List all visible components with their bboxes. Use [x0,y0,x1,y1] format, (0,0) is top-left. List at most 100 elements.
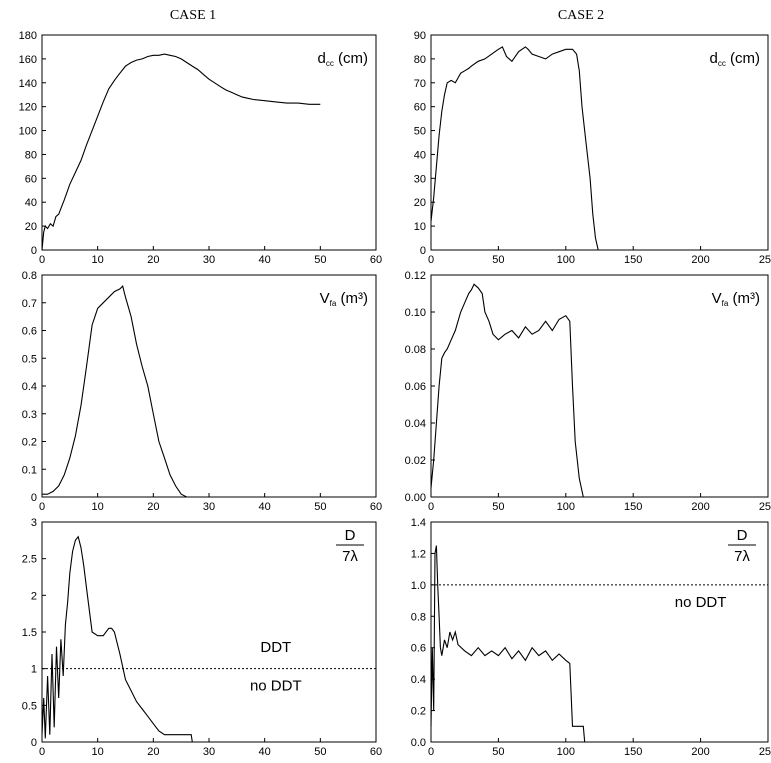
annotation: no DDT [675,594,727,611]
y-tick-label: 40 [414,149,426,161]
x-tick-label: 100 [557,254,575,266]
y-tick-label: 1 [31,664,37,676]
y-tick-label: 0.4 [22,381,37,393]
x-tick-label: 0 [428,501,434,513]
series-line [42,285,321,498]
y-tick-label: 3 [31,517,37,529]
annotation: DDT [260,639,291,656]
y-tick-label: 0.5 [22,353,37,365]
panel-label-numerator: D [737,527,748,544]
x-tick-label: 100 [557,501,575,513]
plot-frame [430,521,769,743]
y-tick-label: 0.2 [22,437,37,449]
y-tick-label: 80 [414,54,426,66]
y-tick-label: 0.6 [411,643,426,655]
y-tick-label: 120 [19,102,37,114]
y-tick-label: 60 [25,173,37,185]
x-tick-label: 150 [624,254,642,266]
x-tick-label: 150 [624,746,642,758]
y-tick-label: 0.1 [22,464,37,476]
x-tick-label: 50 [492,501,504,513]
x-tick-label: 0 [39,254,45,266]
y-tick-label: 0.0 [411,737,426,749]
series-line [430,46,701,251]
x-tick-label: 30 [203,501,215,513]
x-tick-label: 200 [691,501,709,513]
chart-panels: 0 10 20 30 40 50 60020406080100120140160180dcc… [19,30,771,758]
x-tick-label: 30 [203,746,215,758]
y-tick-label: 2.5 [22,554,37,566]
x-tick-label: 250 [759,746,771,758]
panel-label-denominator: 7λ [734,548,750,565]
panel-label-numerator: D [345,527,356,544]
x-tick-label: 20 [147,501,159,513]
x-tick-label: 50 [492,254,504,266]
y-tick-label: 50 [414,126,426,138]
y-tick-label: 100 [19,126,37,138]
y-tick-label: 0 [31,737,37,749]
x-tick-label: 60 [370,254,382,266]
x-tick-label: 200 [691,254,709,266]
y-tick-label: 2 [31,590,37,602]
y-tick-label: 20 [414,197,426,209]
x-tick-label: 50 [314,746,326,758]
y-tick-label: 20 [25,221,37,233]
x-tick-label: 40 [259,746,271,758]
y-tick-label: 0.2 [411,706,426,718]
y-tick-label: 0.10 [405,307,426,319]
series-line [430,545,701,743]
panel-label-denominator: 7λ [342,548,358,565]
x-tick-label: 0 [428,746,434,758]
y-tick-label: 140 [19,78,37,90]
series-line [41,53,321,251]
y-tick-label: 1.5 [22,627,37,639]
y-tick-label: 0.3 [22,409,37,421]
x-tick-label: 40 [259,501,271,513]
y-tick-label: 1.0 [411,580,426,592]
x-tick-label: 250 [759,501,771,513]
y-tick-label: 0.08 [405,344,426,356]
y-tick-label: 0.06 [405,381,426,393]
x-tick-label: 60 [370,501,382,513]
panel-label: dcc (cm) [710,50,761,68]
series-line [41,535,321,743]
x-tick-label: 10 [92,501,104,513]
y-tick-label: 0.4 [411,674,426,686]
y-tick-label: 0 [31,492,37,504]
y-tick-label: 0.04 [405,418,426,430]
y-tick-label: 30 [414,173,426,185]
y-tick-label: 90 [414,30,426,42]
y-tick-label: 180 [19,30,37,42]
x-tick-label: 10 [92,254,104,266]
x-tick-label: 50 [492,746,504,758]
y-tick-label: 40 [25,197,37,209]
annotation: no DDT [250,678,302,695]
x-tick-label: 50 [314,254,326,266]
x-tick-label: 10 [92,746,104,758]
y-tick-label: 60 [414,102,426,114]
x-tick-label: 50 [314,501,326,513]
y-tick-label: 0.00 [405,492,426,504]
chart-c2vfa: 0 50 100 150 200 250 0.00 0.02 0.04 0.06 0.08 0.10 0… [405,270,771,513]
panel-label: Vfa (m³) [320,290,368,308]
y-tick-label: 0 [420,245,426,257]
x-tick-label: 60 [370,746,382,758]
x-tick-label: 20 [147,746,159,758]
chart-c2dcc: 0 50 100 150 200 250 0 10 20 30 40 50 60 70 80 90 dcc (c… [414,30,771,266]
chart-c1vfa: 0 10 20 30 40 50 60 0 0.1 0.2 0.3 0.4 0.5 0.6 0.7 0.8 Vf… [22,270,382,513]
x-tick-label: 0 [428,254,434,266]
panel-label: Vfa (m³) [712,290,760,308]
x-tick-label: 20 [147,254,159,266]
x-tick-label: 0 [39,501,45,513]
y-tick-label: 0.8 [22,270,37,282]
y-tick-label: 0.7 [22,298,37,310]
x-tick-label: 250 [759,254,771,266]
y-tick-label: 0.12 [405,270,426,282]
y-tick-label: 0 [31,245,37,257]
x-tick-label: 30 [203,254,215,266]
case-1-title: CASE 1 [170,8,216,23]
y-tick-label: 0.6 [22,326,37,338]
y-tick-label: 80 [25,149,37,161]
chart-c1ddt: 0 10 20 30 40 50 60 0 0.5 1 1.5 2 2.5 3 D 7λ DDT no DDT [22,517,382,758]
y-tick-label: 10 [414,221,426,233]
